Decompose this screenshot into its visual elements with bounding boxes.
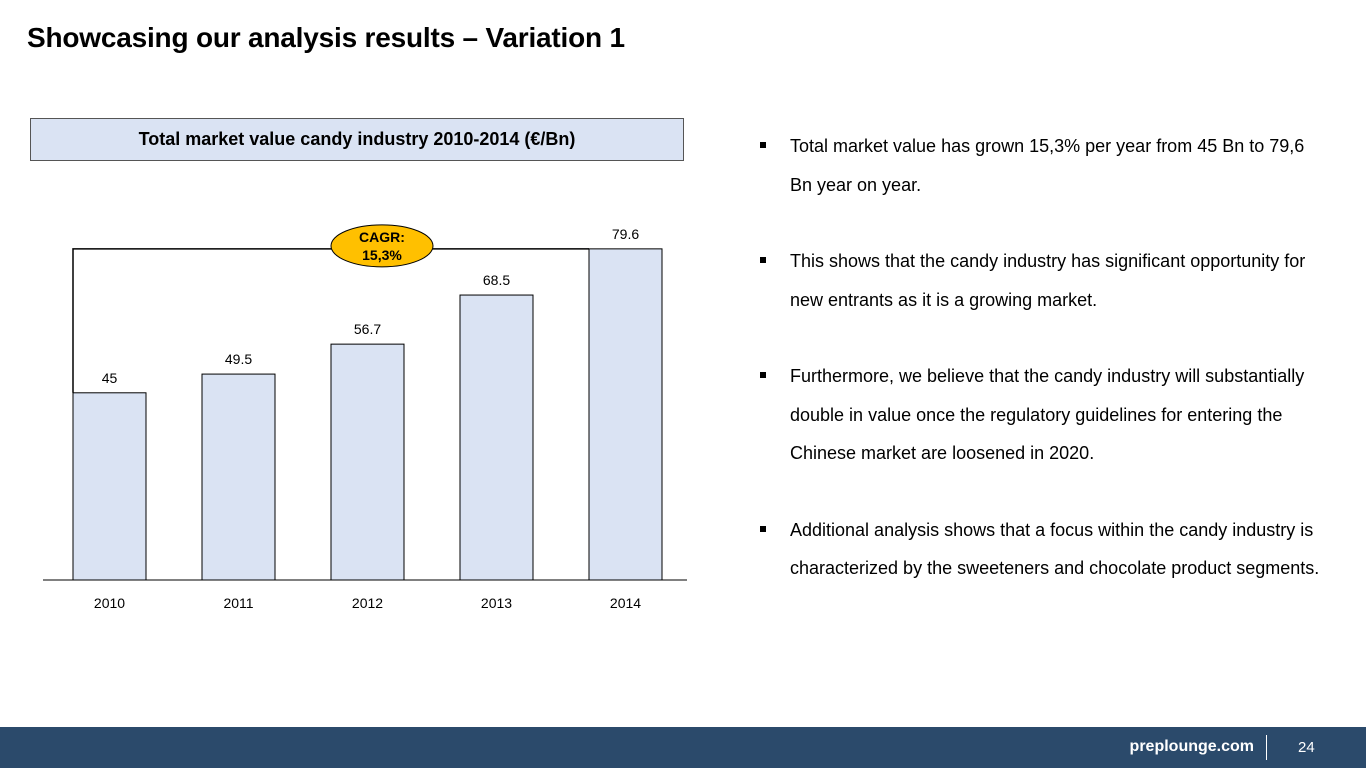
data-label: 45 [102,370,118,386]
data-label: 68.5 [483,272,510,288]
x-tick-label: 2012 [352,595,383,611]
footer-brand[interactable]: preplounge.com [1129,738,1254,755]
x-tick-label: 2014 [610,595,641,611]
bullet-list: Total market value has grown 15,3% per y… [760,127,1320,626]
bar-2012 [330,343,405,581]
x-tick-label: 2013 [481,595,512,611]
bullet-item: Additional analysis shows that a focus w… [760,511,1320,588]
bar-2013 [459,294,534,581]
slide-title: Showcasing our analysis results – Variat… [27,22,625,53]
cagr-badge [330,224,434,268]
footer-bar: preplounge.com 24 [0,727,1366,768]
x-tick-label: 2010 [94,595,125,611]
x-tick-label: 2011 [223,595,253,611]
bullet-item: This shows that the candy industry has s… [760,242,1320,319]
data-label: 79.6 [612,226,639,242]
bar-2010 [72,392,147,581]
cagr-label: CAGR: [359,229,405,245]
footer-divider [1266,735,1267,760]
bar-chart: 45 2010 49.5 2011 56.7 2012 68.5 2013 79.6 2014 CA… [43,224,687,611]
data-label: 49.5 [225,351,252,367]
bar-2011 [201,373,276,581]
chart-title: Total market value candy industry 2010-2… [30,118,684,161]
bar-2014 [588,248,663,581]
bullet-item: Furthermore, we believe that the candy i… [760,357,1320,473]
bullet-item: Total market value has grown 15,3% per y… [760,127,1320,204]
cagr-value: 15,3% [362,247,402,263]
data-label: 56.7 [354,321,381,337]
page-number: 24 [1298,739,1315,756]
